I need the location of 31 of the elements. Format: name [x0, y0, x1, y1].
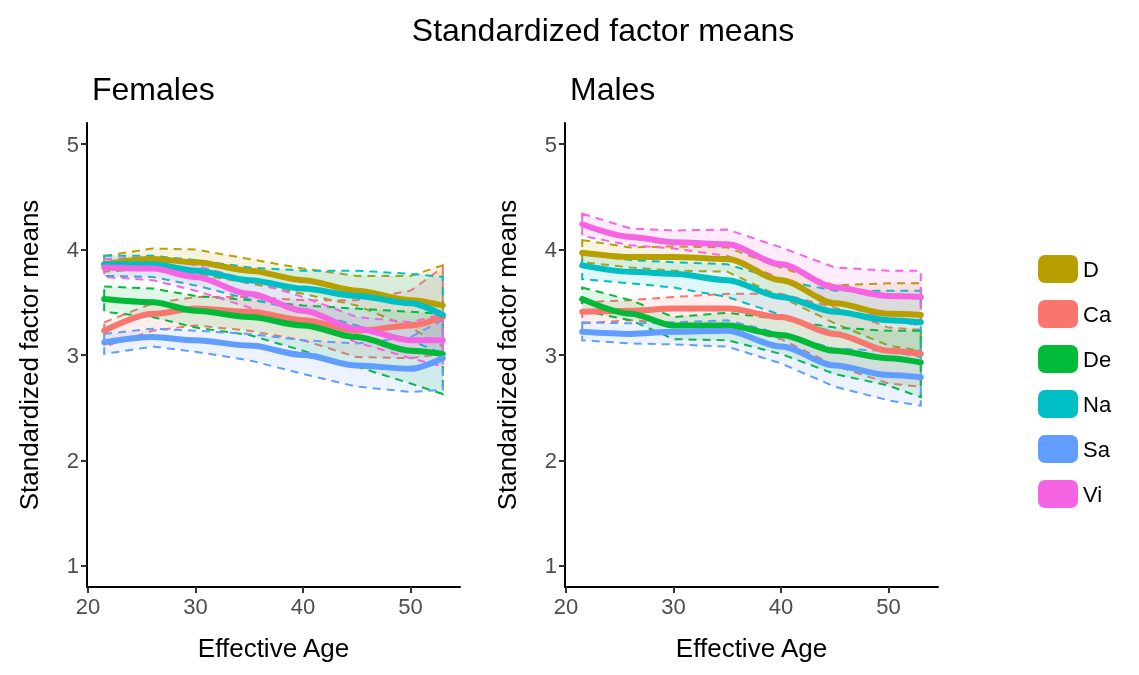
legend-label: Vi [1083, 481, 1103, 507]
x-tick-label: 50 [398, 593, 423, 619]
y-tick-label: 2 [66, 447, 79, 473]
x-tick-label: 20 [75, 593, 101, 619]
legend-label: D [1083, 256, 1099, 282]
y-tick-label: 1 [544, 553, 557, 579]
x-tick-label: 40 [290, 593, 316, 619]
y-tick-label: 4 [66, 237, 79, 263]
y-tick-label: 1 [66, 553, 79, 579]
x-tick-label: 30 [661, 593, 686, 619]
y-axis-title: Standardized factor means [14, 199, 44, 511]
x-tick-label: 50 [876, 593, 901, 619]
y-tick-label: 2 [544, 447, 557, 473]
legend-label: Na [1083, 391, 1112, 417]
y-axis-title: Standardized factor means [492, 199, 522, 511]
legend-label: Sa [1083, 436, 1111, 462]
y-tick-label: 3 [66, 342, 79, 368]
x-tick-label: 20 [553, 593, 579, 619]
legend-label: De [1083, 346, 1112, 372]
chart-title: Standardized factor means [410, 12, 796, 49]
x-axis-title: Effective Age [197, 633, 350, 663]
chart-subtitle: Females [92, 71, 215, 107]
x-axis-title: Effective Age [675, 633, 828, 663]
x-tick-label: 40 [768, 593, 794, 619]
y-tick-label: 3 [544, 342, 557, 368]
legend-label: Ca [1083, 301, 1112, 327]
y-tick-label: 5 [544, 131, 557, 157]
y-tick-label: 4 [544, 237, 557, 263]
x-tick-label: 30 [183, 593, 208, 619]
y-tick-label: 5 [66, 131, 79, 157]
chart-subtitle: Males [570, 71, 656, 107]
